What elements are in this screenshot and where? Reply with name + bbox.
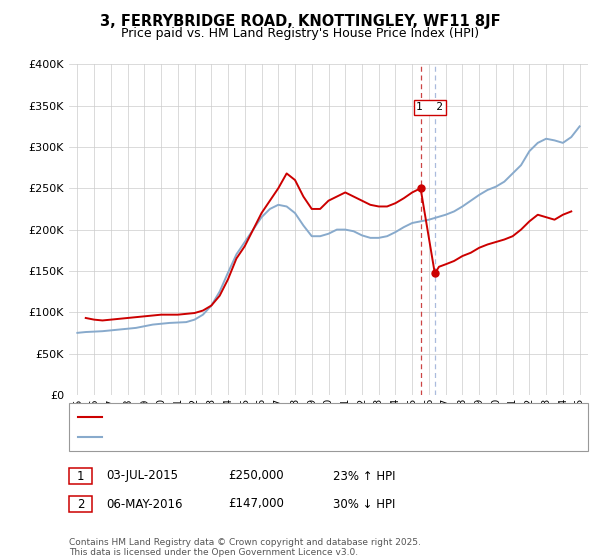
Text: 23% ↑ HPI: 23% ↑ HPI [333,469,395,483]
Text: 03-JUL-2015: 03-JUL-2015 [106,469,178,483]
Text: Price paid vs. HM Land Registry's House Price Index (HPI): Price paid vs. HM Land Registry's House … [121,27,479,40]
Text: 2: 2 [77,497,84,511]
Text: £147,000: £147,000 [228,497,284,511]
Text: Contains HM Land Registry data © Crown copyright and database right 2025.
This d: Contains HM Land Registry data © Crown c… [69,538,421,557]
Text: £250,000: £250,000 [228,469,284,483]
Text: 30% ↓ HPI: 30% ↓ HPI [333,497,395,511]
Text: 3, FERRYBRIDGE ROAD, KNOTTINGLEY, WF11 8JF (detached house): 3, FERRYBRIDGE ROAD, KNOTTINGLEY, WF11 8… [106,412,472,422]
Text: HPI: Average price, detached house, Wakefield: HPI: Average price, detached house, Wake… [106,432,362,441]
Text: 3, FERRYBRIDGE ROAD, KNOTTINGLEY, WF11 8JF: 3, FERRYBRIDGE ROAD, KNOTTINGLEY, WF11 8… [100,14,500,29]
Text: 06-MAY-2016: 06-MAY-2016 [106,497,182,511]
Text: 1: 1 [77,469,84,483]
Text: 1  2: 1 2 [416,102,443,113]
